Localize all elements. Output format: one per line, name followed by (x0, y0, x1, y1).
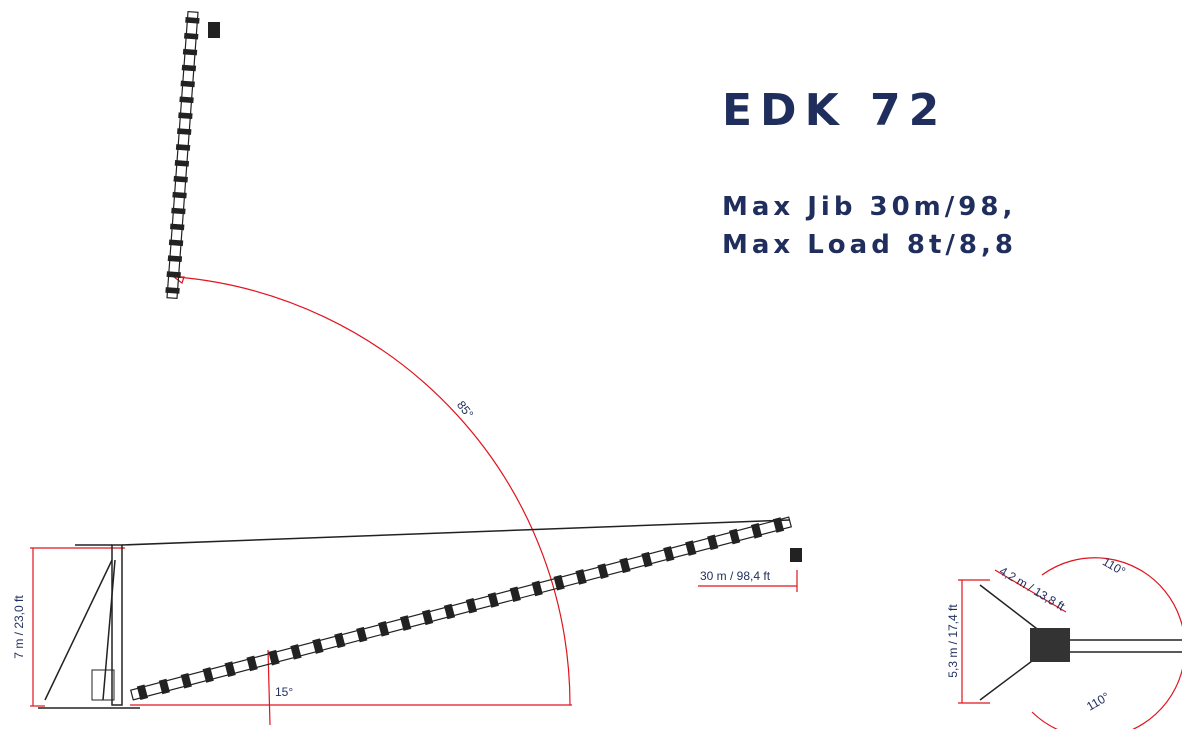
boom-section (356, 627, 367, 643)
boom-section (177, 128, 191, 135)
boom-section (707, 535, 718, 551)
width-label: 5,3 m / 17,4 ft (946, 604, 960, 678)
boom-section (169, 239, 183, 246)
angle-label: 110° (1100, 554, 1128, 578)
height-label: 7 m / 23,0 ft (12, 595, 26, 659)
boom-section (181, 81, 195, 88)
boom-section (378, 621, 389, 637)
boom-section (170, 224, 184, 231)
top-view: 4,2 m / 13,8 ft 5,3 m / 17,4 ft 110° 110… (946, 554, 1182, 729)
strut (45, 560, 112, 700)
boom-section (183, 49, 197, 56)
boom-section (185, 17, 199, 24)
arc (177, 277, 570, 705)
hook (790, 548, 802, 562)
boom-section (246, 656, 257, 672)
length-label: 30 m / 98,4 ft (700, 569, 771, 583)
boom-section (729, 529, 740, 545)
boom-section (172, 192, 186, 199)
jib-vertical (165, 11, 200, 298)
subtitle-line: Max Load 8t/8,8 (722, 230, 1017, 260)
boom-section (171, 208, 185, 215)
boom-section (182, 65, 196, 72)
boom-section (175, 160, 189, 167)
angle-label: 85° (454, 398, 476, 421)
boom-section (178, 112, 192, 119)
subtitle-line: Max Jib 30m/98, (722, 192, 1016, 222)
boom-section (334, 633, 345, 649)
boom-section (167, 271, 181, 278)
boom-section (176, 144, 190, 151)
base (1030, 628, 1070, 662)
boom-section (159, 679, 170, 695)
boom-section (184, 33, 198, 40)
hook (208, 22, 220, 38)
boom (130, 515, 792, 702)
boom-section (400, 615, 411, 631)
boom-section (575, 569, 586, 585)
page: EDK 72 Max Jib 30m/98, Max Load 8t/8,8 8… (0, 0, 1182, 729)
boom-section (641, 552, 652, 568)
boom-section (268, 650, 279, 666)
boom-section (165, 11, 200, 298)
boom-section (130, 515, 792, 702)
boom-section (466, 598, 477, 614)
boom-section (444, 604, 455, 620)
boom-section (619, 558, 630, 574)
boom-section (488, 592, 499, 608)
angle-label: 110° (1084, 689, 1112, 713)
boom-section (422, 610, 433, 626)
boom-section (203, 667, 214, 683)
boom-section (663, 546, 674, 562)
boom-section (532, 581, 543, 597)
angle-label: 15° (275, 685, 293, 699)
boom-section (510, 586, 521, 602)
boom-section (165, 287, 179, 294)
boom-section (751, 523, 762, 539)
strut (103, 560, 115, 700)
boom-section (179, 96, 193, 103)
side-view: 85° 15° 7 m / 23,0 ft 30 m / 98,4 ft (12, 11, 802, 725)
title: EDK 72 (722, 85, 947, 136)
boom-section (685, 540, 696, 556)
angle-tick (268, 650, 270, 725)
boom-section (312, 638, 323, 654)
boom-section (225, 661, 236, 677)
boom-section (137, 684, 148, 700)
boom-section (181, 673, 192, 689)
boom-section (290, 644, 301, 660)
boom-section (168, 255, 182, 262)
boom-section (554, 575, 565, 591)
boom-section (597, 563, 608, 579)
boom-section (174, 176, 188, 183)
